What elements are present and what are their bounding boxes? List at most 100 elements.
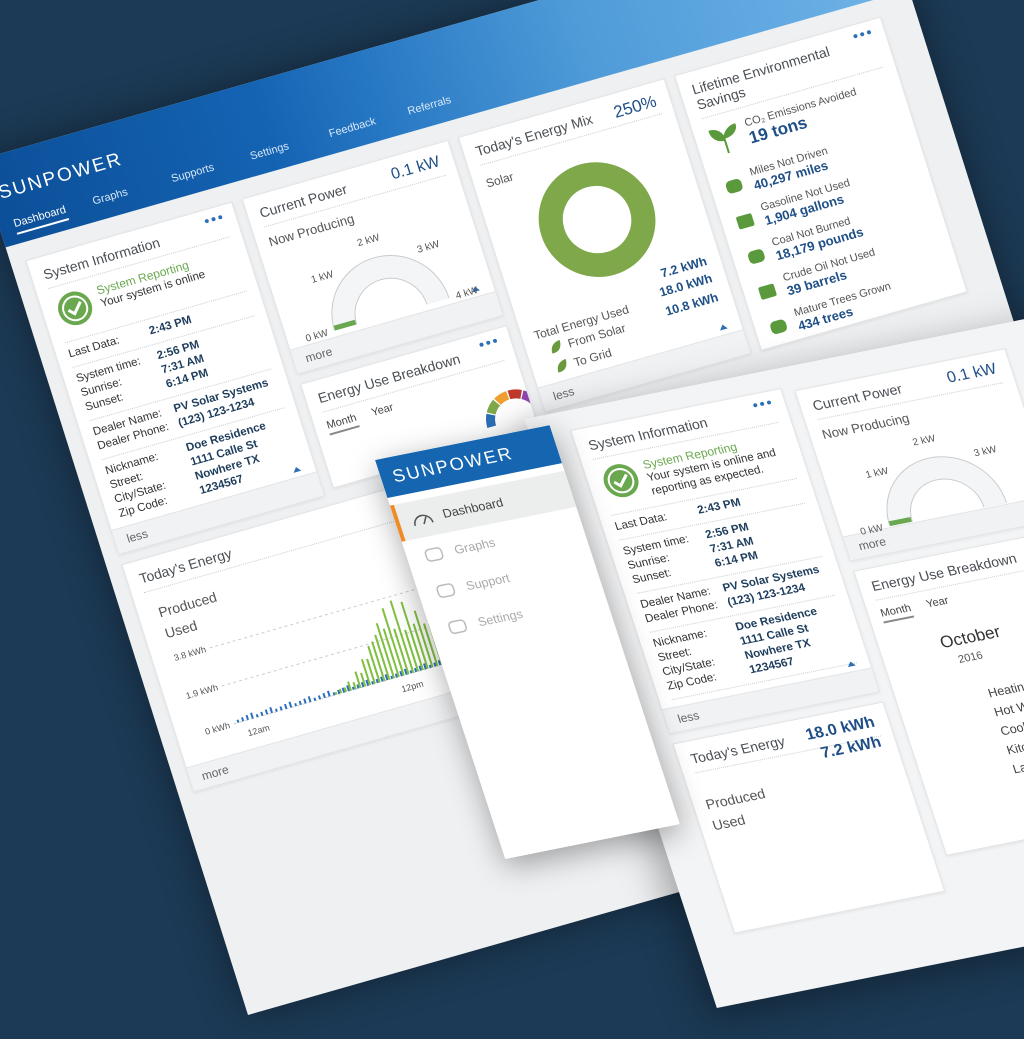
saving-icon <box>758 283 777 300</box>
collapse-caret[interactable] <box>718 323 728 331</box>
icon-shape <box>448 619 468 634</box>
menu-item[interactable]: Dashboard <box>389 470 577 542</box>
used-bar <box>260 711 264 717</box>
used-bar <box>418 665 422 671</box>
used-bar <box>437 660 442 666</box>
menu-label: Settings <box>476 607 525 630</box>
tab[interactable]: Year <box>924 594 951 611</box>
used-bar <box>360 681 365 688</box>
produced-bar <box>343 687 348 693</box>
nav-item[interactable]: Dashboard <box>12 203 70 235</box>
icon-shape <box>770 319 787 334</box>
nav-item[interactable]: Settings <box>248 140 291 163</box>
icon-shape <box>736 212 755 229</box>
used-bar <box>423 663 427 670</box>
saving-icon <box>736 212 755 229</box>
donut-segment <box>507 389 522 400</box>
gauge-label: 0 kW <box>859 523 885 538</box>
tab[interactable]: Month <box>325 411 360 436</box>
donut-segment <box>531 397 540 413</box>
y-label: 3.8 kWh <box>173 644 208 663</box>
gauge-label: 0 kW <box>304 328 330 345</box>
used-bar <box>322 692 326 699</box>
used-bar <box>294 703 298 707</box>
produced-bar <box>352 681 357 690</box>
used-bar <box>341 687 346 693</box>
menu-item[interactable]: Graphs <box>402 507 588 578</box>
tab[interactable]: Year <box>369 401 395 419</box>
body: SUNPOWER Dashboard Graphs Supports Settings F… <box>0 0 1024 806</box>
produced-bar <box>382 628 400 678</box>
used-bar <box>284 703 288 710</box>
nav-item[interactable]: Graphs <box>91 186 130 208</box>
donut-segment <box>486 399 501 415</box>
gauge-label: 2 kW <box>356 232 382 249</box>
gauge-label: 1 kW <box>310 269 336 286</box>
menu-item[interactable]: Settings <box>425 579 611 650</box>
used-bar <box>245 714 249 721</box>
info-value: 2:43 PM <box>695 496 743 517</box>
nav-item[interactable]: Supports <box>169 161 216 186</box>
sidebar: SUNPOWER Dashboard Graphs Support Settings <box>375 425 680 859</box>
menu-item[interactable]: Support <box>413 543 599 614</box>
produced-bar <box>334 691 338 695</box>
status: System Reporting Your system is online <box>48 237 247 344</box>
used-label: Used <box>710 811 748 834</box>
used-bar <box>428 664 432 669</box>
menu-icon <box>448 619 468 634</box>
produced-bar <box>338 688 343 694</box>
card: Current Power more 0.1 kW Now Producing 0 kW… <box>794 348 1024 562</box>
tab[interactable]: Month <box>878 602 914 624</box>
used-bar <box>375 678 379 684</box>
dashboard-content: System Information less System Reporting Yo… <box>524 242 1024 1008</box>
icon-shape <box>758 283 777 300</box>
nav-item[interactable]: Referrals <box>406 94 453 118</box>
card: System Information less System Reporting Yo… <box>570 387 881 735</box>
icon-shape <box>725 178 743 193</box>
x-label: 12pm <box>400 679 425 695</box>
card: System Information less System Reporting Yo… <box>25 201 326 555</box>
status-ring <box>62 295 89 322</box>
gauge-level <box>888 516 912 527</box>
saving-item: CO₂ Emissions Avoided 19 tons <box>702 68 900 171</box>
gauge-label: 3 kW <box>972 444 998 459</box>
produced-bar <box>400 601 424 671</box>
used-bar <box>337 689 341 695</box>
donut-ring <box>538 162 656 277</box>
produced-bar <box>413 610 434 668</box>
nav-item[interactable]: Feedback <box>327 115 378 141</box>
gauge: 0 kW 1 kW 2 kW 3 kW <box>859 433 1008 538</box>
used-bar <box>279 706 283 711</box>
produced-label: Produced <box>156 588 219 621</box>
status: System Reporting Your system is online an… <box>593 422 798 516</box>
used-bar <box>303 698 307 704</box>
status-circle <box>58 291 93 326</box>
legend-icon <box>557 359 567 373</box>
status-icon <box>603 464 639 498</box>
used-bar <box>384 674 389 681</box>
used-bar <box>241 717 245 722</box>
card: Lifetime Environmental Savings CO₂ Emissi… <box>674 16 968 351</box>
produced-bar <box>374 634 391 680</box>
used-bar <box>236 719 240 723</box>
collapse-caret[interactable] <box>846 660 856 668</box>
card: Today's Energy 18.0 kWh 7.2 kWh Produced Use… <box>672 701 946 934</box>
menu-label: Support <box>464 571 512 594</box>
used-bar <box>409 670 413 674</box>
status-icon <box>58 291 93 326</box>
y-label: 0 kWh <box>204 720 231 737</box>
saving-icon <box>747 248 765 264</box>
sprout <box>708 123 736 154</box>
used-bar <box>332 692 336 696</box>
produced-bar <box>389 600 415 674</box>
used-bar <box>255 713 259 718</box>
status-ring <box>607 468 635 494</box>
icon-shape <box>747 248 765 264</box>
saving-item: Coal Not Burned 18,179 pounds <box>740 189 933 276</box>
icon-shape <box>436 583 456 598</box>
month: October <box>937 622 1003 653</box>
used-bar <box>298 700 302 706</box>
gauge-level <box>333 319 357 331</box>
produced-bar <box>381 608 405 676</box>
category: Kitchen <box>1004 735 1024 758</box>
